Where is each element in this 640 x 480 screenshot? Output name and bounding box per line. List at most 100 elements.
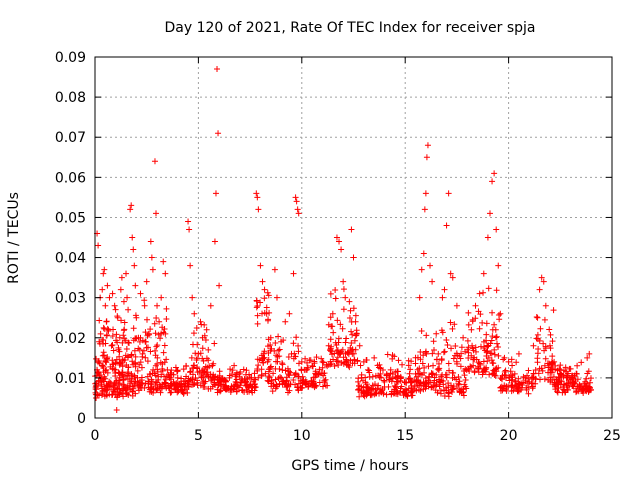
data-point: [264, 317, 271, 324]
data-point: [152, 382, 159, 389]
data-point: [109, 342, 116, 349]
data-point: [419, 360, 426, 367]
data-point: [495, 262, 502, 269]
data-point: [430, 382, 437, 389]
data-point: [356, 393, 363, 400]
data-point: [140, 347, 147, 354]
data-point: [332, 295, 339, 302]
data-point: [211, 238, 218, 245]
data-point: [542, 355, 549, 362]
data-point: [530, 370, 537, 377]
data-point: [123, 270, 130, 277]
data-point: [121, 319, 128, 326]
data-point: [535, 370, 542, 377]
data-point: [557, 370, 564, 377]
data-point: [243, 379, 250, 386]
data-points: [92, 66, 594, 413]
data-point: [508, 376, 515, 383]
data-point: [229, 367, 236, 374]
data-point: [338, 246, 345, 253]
data-point: [153, 210, 160, 217]
data-point: [440, 349, 447, 356]
data-point: [395, 378, 402, 385]
data-point: [502, 372, 509, 379]
data-point: [148, 388, 155, 395]
data-point: [489, 178, 496, 185]
data-point: [465, 365, 472, 372]
data-point: [304, 359, 311, 366]
data-point: [429, 350, 436, 357]
data-point: [103, 332, 110, 339]
data-point: [470, 347, 477, 354]
data-point: [99, 362, 106, 369]
data-point: [266, 374, 273, 381]
data-point: [435, 360, 442, 367]
data-point: [348, 318, 355, 325]
data-point: [545, 369, 552, 376]
data-point: [142, 354, 149, 361]
data-point: [417, 348, 424, 355]
data-point: [515, 350, 522, 357]
data-point: [433, 330, 440, 337]
data-point: [211, 340, 218, 347]
data-point: [495, 352, 502, 359]
data-point: [111, 388, 118, 395]
data-point: [519, 384, 526, 391]
data-point: [351, 356, 358, 363]
data-point: [423, 332, 430, 339]
data-point: [128, 202, 135, 209]
data-point: [360, 388, 367, 395]
data-point: [276, 380, 283, 387]
data-point: [264, 289, 271, 296]
data-point: [162, 270, 169, 277]
data-point: [191, 310, 198, 317]
data-point: [146, 370, 153, 377]
data-point: [151, 158, 158, 165]
data-point: [327, 347, 334, 354]
data-point: [137, 334, 144, 341]
data-point: [131, 262, 138, 269]
data-point: [110, 326, 117, 333]
x-tick-label: 10: [293, 428, 311, 444]
data-point: [122, 337, 129, 344]
data-point: [188, 354, 195, 361]
data-point: [272, 376, 279, 383]
data-point: [190, 364, 197, 371]
data-point: [265, 373, 272, 380]
data-point: [144, 316, 151, 323]
data-point: [348, 340, 355, 347]
data-point: [512, 377, 519, 384]
data-point: [450, 383, 457, 390]
data-point: [479, 319, 486, 326]
chart-title: Day 120 of 2021, Rate Of TEC Index for r…: [164, 20, 535, 36]
data-point: [242, 379, 249, 386]
data-point: [418, 382, 425, 389]
data-point: [319, 364, 326, 371]
data-point: [308, 378, 315, 385]
data-point: [286, 310, 293, 317]
data-point: [266, 309, 273, 316]
data-point: [214, 66, 221, 73]
data-point: [109, 333, 116, 340]
data-point: [156, 318, 163, 325]
data-point: [144, 332, 151, 339]
data-point: [509, 382, 516, 389]
data-point: [158, 330, 165, 337]
data-point: [344, 361, 351, 368]
data-point: [121, 357, 128, 364]
data-point: [460, 392, 467, 399]
data-point: [434, 366, 441, 373]
axis-ticks: 0 0.01 0.02 0.03 0.04 0.05 0.06 0.07 0.08 0.09 0 5 1…: [55, 50, 621, 444]
data-point: [530, 342, 537, 349]
data-point: [462, 348, 469, 355]
data-point: [542, 302, 549, 309]
data-point: [295, 360, 302, 367]
data-point: [152, 372, 159, 379]
data-point: [536, 376, 543, 383]
data-point: [120, 327, 127, 334]
data-point: [292, 370, 299, 377]
data-point: [415, 386, 422, 393]
data-point: [112, 359, 119, 366]
data-point: [120, 387, 127, 394]
data-point: [112, 370, 119, 377]
